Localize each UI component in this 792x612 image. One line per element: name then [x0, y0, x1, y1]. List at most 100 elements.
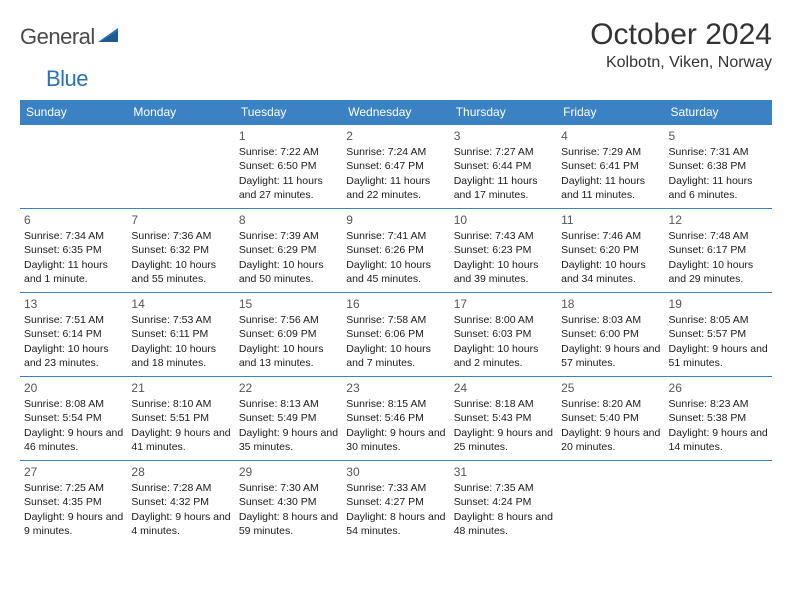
day-details: Sunrise: 8:13 AMSunset: 5:49 PMDaylight:…: [239, 397, 338, 454]
day-number: 24: [454, 380, 553, 396]
calendar-day-cell: 17Sunrise: 8:00 AMSunset: 6:03 PMDayligh…: [450, 293, 557, 377]
calendar-day-cell: 16Sunrise: 7:58 AMSunset: 6:06 PMDayligh…: [342, 293, 449, 377]
day-details: Sunrise: 7:34 AMSunset: 6:35 PMDaylight:…: [24, 229, 123, 286]
day-number: 28: [131, 464, 230, 480]
calendar-week-row: 27Sunrise: 7:25 AMSunset: 4:35 PMDayligh…: [20, 461, 772, 545]
calendar-day-cell: 10Sunrise: 7:43 AMSunset: 6:23 PMDayligh…: [450, 209, 557, 293]
day-details: Sunrise: 8:20 AMSunset: 5:40 PMDaylight:…: [561, 397, 660, 454]
day-number: 9: [346, 212, 445, 228]
day-number: 17: [454, 296, 553, 312]
page-subtitle: Kolbotn, Viken, Norway: [590, 54, 772, 72]
weekday-header: Saturday: [665, 100, 772, 125]
day-details: Sunrise: 7:43 AMSunset: 6:23 PMDaylight:…: [454, 229, 553, 286]
page-title: October 2024: [590, 18, 772, 52]
day-details: Sunrise: 8:10 AMSunset: 5:51 PMDaylight:…: [131, 397, 230, 454]
weekday-header-row: Sunday Monday Tuesday Wednesday Thursday…: [20, 100, 772, 125]
weekday-header: Tuesday: [235, 100, 342, 125]
day-number: 27: [24, 464, 123, 480]
calendar-page: General October 2024 Kolbotn, Viken, Nor…: [0, 0, 792, 545]
calendar-day-cell: 23Sunrise: 8:15 AMSunset: 5:46 PMDayligh…: [342, 377, 449, 461]
day-details: Sunrise: 8:08 AMSunset: 5:54 PMDaylight:…: [24, 397, 123, 454]
day-number: 31: [454, 464, 553, 480]
day-number: 3: [454, 128, 553, 144]
day-details: Sunrise: 7:33 AMSunset: 4:27 PMDaylight:…: [346, 481, 445, 538]
day-number: 13: [24, 296, 123, 312]
day-details: Sunrise: 7:53 AMSunset: 6:11 PMDaylight:…: [131, 313, 230, 370]
calendar-day-cell: 8Sunrise: 7:39 AMSunset: 6:29 PMDaylight…: [235, 209, 342, 293]
day-number: 1: [239, 128, 338, 144]
calendar-body: 1Sunrise: 7:22 AMSunset: 6:50 PMDaylight…: [20, 125, 772, 545]
calendar-day-cell: 31Sunrise: 7:35 AMSunset: 4:24 PMDayligh…: [450, 461, 557, 545]
day-details: Sunrise: 7:24 AMSunset: 6:47 PMDaylight:…: [346, 145, 445, 202]
day-number: 16: [346, 296, 445, 312]
day-number: 20: [24, 380, 123, 396]
calendar-week-row: 1Sunrise: 7:22 AMSunset: 6:50 PMDaylight…: [20, 125, 772, 209]
day-number: 2: [346, 128, 445, 144]
day-number: 14: [131, 296, 230, 312]
weekday-header: Monday: [127, 100, 234, 125]
calendar-day-cell: 15Sunrise: 7:56 AMSunset: 6:09 PMDayligh…: [235, 293, 342, 377]
day-details: Sunrise: 7:31 AMSunset: 6:38 PMDaylight:…: [669, 145, 768, 202]
day-details: Sunrise: 7:48 AMSunset: 6:17 PMDaylight:…: [669, 229, 768, 286]
calendar-day-cell: 1Sunrise: 7:22 AMSunset: 6:50 PMDaylight…: [235, 125, 342, 209]
calendar-day-cell: 11Sunrise: 7:46 AMSunset: 6:20 PMDayligh…: [557, 209, 664, 293]
day-number: 11: [561, 212, 660, 228]
calendar-day-cell: [127, 125, 234, 209]
calendar-day-cell: 18Sunrise: 8:03 AMSunset: 6:00 PMDayligh…: [557, 293, 664, 377]
calendar-day-cell: 9Sunrise: 7:41 AMSunset: 6:26 PMDaylight…: [342, 209, 449, 293]
day-details: Sunrise: 7:22 AMSunset: 6:50 PMDaylight:…: [239, 145, 338, 202]
day-details: Sunrise: 7:27 AMSunset: 6:44 PMDaylight:…: [454, 145, 553, 202]
weekday-header: Thursday: [450, 100, 557, 125]
calendar-week-row: 6Sunrise: 7:34 AMSunset: 6:35 PMDaylight…: [20, 209, 772, 293]
weekday-header: Wednesday: [342, 100, 449, 125]
calendar-day-cell: 21Sunrise: 8:10 AMSunset: 5:51 PMDayligh…: [127, 377, 234, 461]
day-number: 7: [131, 212, 230, 228]
day-details: Sunrise: 7:46 AMSunset: 6:20 PMDaylight:…: [561, 229, 660, 286]
calendar-day-cell: 26Sunrise: 8:23 AMSunset: 5:38 PMDayligh…: [665, 377, 772, 461]
calendar-day-cell: 28Sunrise: 7:28 AMSunset: 4:32 PMDayligh…: [127, 461, 234, 545]
day-number: 8: [239, 212, 338, 228]
calendar-day-cell: 13Sunrise: 7:51 AMSunset: 6:14 PMDayligh…: [20, 293, 127, 377]
day-details: Sunrise: 7:51 AMSunset: 6:14 PMDaylight:…: [24, 313, 123, 370]
day-details: Sunrise: 7:56 AMSunset: 6:09 PMDaylight:…: [239, 313, 338, 370]
day-number: 22: [239, 380, 338, 396]
day-number: 5: [669, 128, 768, 144]
day-number: 12: [669, 212, 768, 228]
calendar-day-cell: 3Sunrise: 7:27 AMSunset: 6:44 PMDaylight…: [450, 125, 557, 209]
logo-word-1: General: [20, 24, 95, 50]
day-number: 6: [24, 212, 123, 228]
calendar-day-cell: 6Sunrise: 7:34 AMSunset: 6:35 PMDaylight…: [20, 209, 127, 293]
calendar-table: Sunday Monday Tuesday Wednesday Thursday…: [20, 100, 772, 545]
day-details: Sunrise: 7:30 AMSunset: 4:30 PMDaylight:…: [239, 481, 338, 538]
calendar-day-cell: 2Sunrise: 7:24 AMSunset: 6:47 PMDaylight…: [342, 125, 449, 209]
day-number: 23: [346, 380, 445, 396]
day-details: Sunrise: 8:03 AMSunset: 6:00 PMDaylight:…: [561, 313, 660, 370]
day-number: 18: [561, 296, 660, 312]
calendar-day-cell: 30Sunrise: 7:33 AMSunset: 4:27 PMDayligh…: [342, 461, 449, 545]
logo-word-2: Blue: [46, 66, 88, 92]
calendar-day-cell: 25Sunrise: 8:20 AMSunset: 5:40 PMDayligh…: [557, 377, 664, 461]
day-details: Sunrise: 7:29 AMSunset: 6:41 PMDaylight:…: [561, 145, 660, 202]
calendar-week-row: 13Sunrise: 7:51 AMSunset: 6:14 PMDayligh…: [20, 293, 772, 377]
day-details: Sunrise: 7:25 AMSunset: 4:35 PMDaylight:…: [24, 481, 123, 538]
logo: General: [20, 18, 124, 50]
day-details: Sunrise: 7:58 AMSunset: 6:06 PMDaylight:…: [346, 313, 445, 370]
logo-triangle-icon: [98, 26, 122, 49]
title-block: October 2024 Kolbotn, Viken, Norway: [590, 18, 772, 72]
day-number: 29: [239, 464, 338, 480]
day-details: Sunrise: 7:36 AMSunset: 6:32 PMDaylight:…: [131, 229, 230, 286]
day-number: 26: [669, 380, 768, 396]
day-details: Sunrise: 8:23 AMSunset: 5:38 PMDaylight:…: [669, 397, 768, 454]
calendar-day-cell: 24Sunrise: 8:18 AMSunset: 5:43 PMDayligh…: [450, 377, 557, 461]
calendar-day-cell: 29Sunrise: 7:30 AMSunset: 4:30 PMDayligh…: [235, 461, 342, 545]
calendar-day-cell: [665, 461, 772, 545]
calendar-day-cell: 4Sunrise: 7:29 AMSunset: 6:41 PMDaylight…: [557, 125, 664, 209]
day-details: Sunrise: 8:00 AMSunset: 6:03 PMDaylight:…: [454, 313, 553, 370]
calendar-day-cell: [20, 125, 127, 209]
calendar-day-cell: 20Sunrise: 8:08 AMSunset: 5:54 PMDayligh…: [20, 377, 127, 461]
day-number: 19: [669, 296, 768, 312]
day-number: 30: [346, 464, 445, 480]
calendar-day-cell: 7Sunrise: 7:36 AMSunset: 6:32 PMDaylight…: [127, 209, 234, 293]
calendar-day-cell: 19Sunrise: 8:05 AMSunset: 5:57 PMDayligh…: [665, 293, 772, 377]
day-details: Sunrise: 7:39 AMSunset: 6:29 PMDaylight:…: [239, 229, 338, 286]
